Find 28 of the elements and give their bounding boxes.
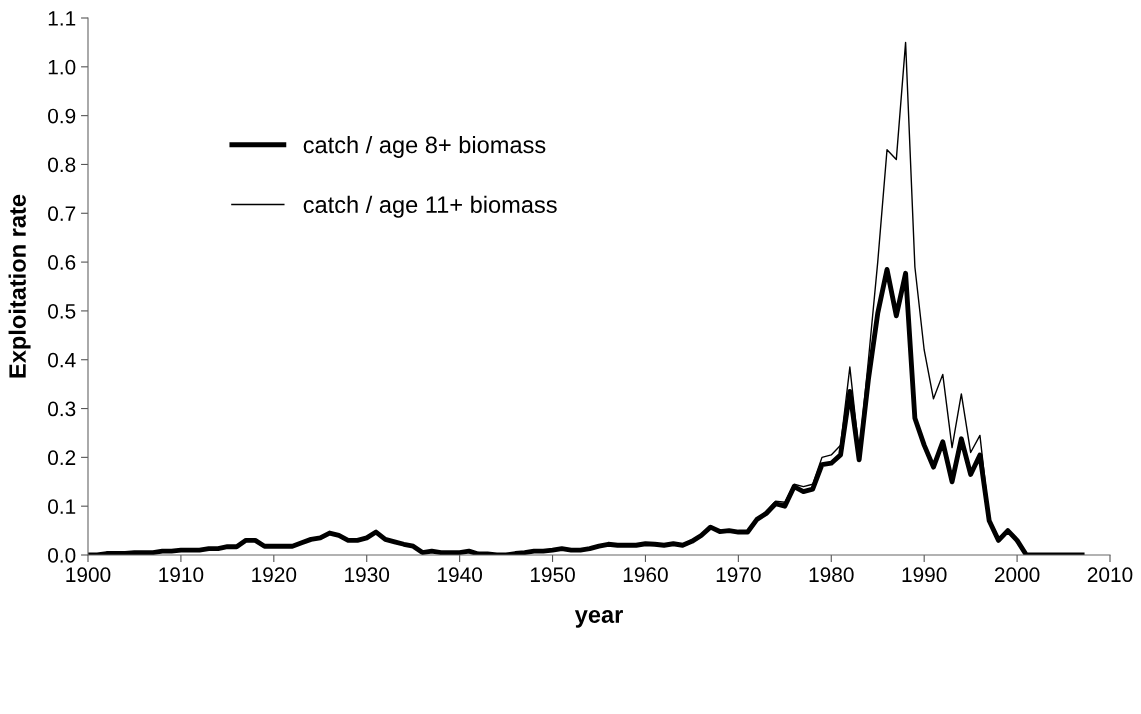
x-tick-label: 1900 (66, 567, 111, 583)
y-tick-label: 0.0 (48, 548, 76, 563)
y-axis-title: Exploitation rate (8, 194, 31, 378)
y-tick-label: 0.3 (48, 401, 76, 417)
x-tick-label: 1980 (809, 567, 854, 583)
x-tick-label: 1990 (902, 567, 947, 583)
y-tick-label: 0.7 (48, 206, 76, 222)
x-tick-label: 2010 (1087, 567, 1133, 583)
y-tick-label: 1.0 (48, 59, 76, 75)
y-tick-label: 1.1 (48, 11, 76, 26)
legend-label: catch / age 11+ biomass (303, 195, 557, 218)
y-tick-label: 0.8 (48, 157, 76, 173)
y-tick-label: 0.9 (48, 108, 76, 124)
x-tick-label: 1950 (530, 567, 575, 583)
x-tick-label: 1930 (345, 567, 390, 583)
y-tick-label: 0.1 (48, 499, 76, 514)
x-axis-title: year (574, 610, 623, 628)
y-tick-label: 0.4 (48, 352, 76, 368)
x-tick-label: 1910 (159, 567, 204, 583)
y-tick-label: 0.5 (48, 303, 76, 319)
y-tick-label: 0.6 (48, 255, 76, 270)
x-tick-label: 1940 (438, 567, 482, 583)
x-tick-label: 1920 (252, 567, 297, 583)
x-tick-label: 1960 (623, 567, 668, 583)
x-tick-label: 2000 (994, 567, 1040, 583)
y-tick-label: 0.2 (48, 450, 76, 466)
legend-label: catch / age 8+ biomass (303, 135, 546, 158)
x-tick-label: 1970 (716, 567, 761, 583)
